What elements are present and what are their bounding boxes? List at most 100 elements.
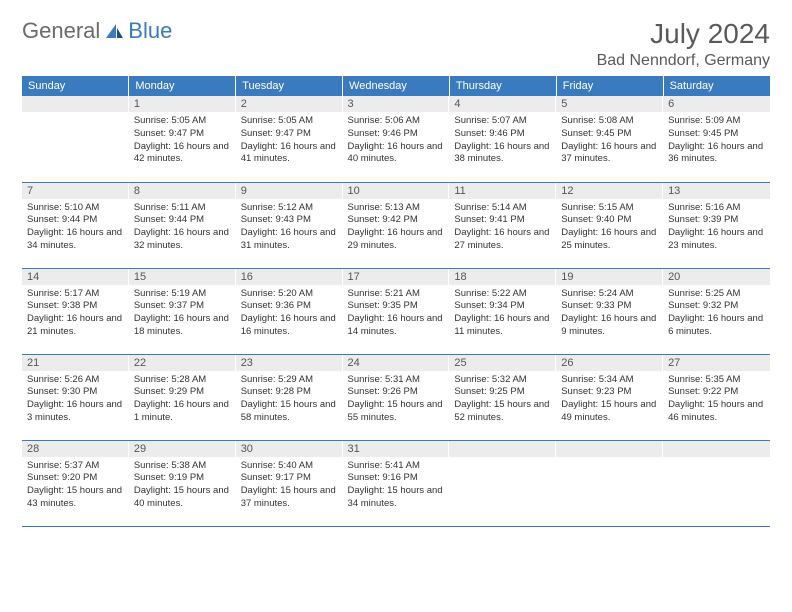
day-body: Sunrise: 5:14 AMSunset: 9:41 PMDaylight:… (449, 199, 556, 257)
day-body: Sunrise: 5:41 AMSunset: 9:16 PMDaylight:… (343, 457, 450, 515)
day-number: 14 (22, 269, 129, 285)
day-cell: 2Sunrise: 5:05 AMSunset: 9:47 PMDaylight… (236, 96, 343, 182)
day-cell (556, 440, 663, 526)
day-number: 23 (236, 355, 343, 371)
day-body: Sunrise: 5:07 AMSunset: 9:46 PMDaylight:… (449, 112, 556, 170)
day-cell: 29Sunrise: 5:38 AMSunset: 9:19 PMDayligh… (129, 440, 236, 526)
day-number (663, 441, 770, 457)
day-number (556, 441, 663, 457)
day-cell: 18Sunrise: 5:22 AMSunset: 9:34 PMDayligh… (449, 268, 556, 354)
day-number: 13 (663, 183, 770, 199)
day-number: 5 (556, 96, 663, 112)
day-body (22, 112, 129, 172)
day-number: 11 (449, 183, 556, 199)
day-cell: 31Sunrise: 5:41 AMSunset: 9:16 PMDayligh… (343, 440, 450, 526)
day-cell: 1Sunrise: 5:05 AMSunset: 9:47 PMDaylight… (129, 96, 236, 182)
day-body: Sunrise: 5:10 AMSunset: 9:44 PMDaylight:… (22, 199, 129, 257)
day-number: 26 (556, 355, 663, 371)
week-row: 28Sunrise: 5:37 AMSunset: 9:20 PMDayligh… (22, 440, 770, 526)
day-number: 12 (556, 183, 663, 199)
day-cell: 30Sunrise: 5:40 AMSunset: 9:17 PMDayligh… (236, 440, 343, 526)
day-number: 24 (343, 355, 450, 371)
header: General Blue July 2024 Bad Nenndorf, Ger… (22, 18, 770, 70)
day-body: Sunrise: 5:37 AMSunset: 9:20 PMDaylight:… (22, 457, 129, 515)
day-number: 16 (236, 269, 343, 285)
day-body: Sunrise: 5:16 AMSunset: 9:39 PMDaylight:… (663, 199, 770, 257)
day-cell: 28Sunrise: 5:37 AMSunset: 9:20 PMDayligh… (22, 440, 129, 526)
day-number (22, 96, 129, 112)
day-cell: 3Sunrise: 5:06 AMSunset: 9:46 PMDaylight… (343, 96, 450, 182)
week-row: 1Sunrise: 5:05 AMSunset: 9:47 PMDaylight… (22, 96, 770, 182)
day-number: 22 (129, 355, 236, 371)
weekday-header: Friday (556, 76, 663, 96)
day-body: Sunrise: 5:06 AMSunset: 9:46 PMDaylight:… (343, 112, 450, 170)
week-row: 14Sunrise: 5:17 AMSunset: 9:38 PMDayligh… (22, 268, 770, 354)
day-cell: 6Sunrise: 5:09 AMSunset: 9:45 PMDaylight… (663, 96, 770, 182)
day-number: 19 (556, 269, 663, 285)
day-cell: 7Sunrise: 5:10 AMSunset: 9:44 PMDaylight… (22, 182, 129, 268)
day-body: Sunrise: 5:28 AMSunset: 9:29 PMDaylight:… (129, 371, 236, 429)
title-block: July 2024 Bad Nenndorf, Germany (597, 18, 770, 70)
weekday-header: Saturday (663, 76, 770, 96)
calendar-table: Sunday Monday Tuesday Wednesday Thursday… (22, 76, 770, 527)
day-cell (449, 440, 556, 526)
day-number: 10 (343, 183, 450, 199)
calendar-body: 1Sunrise: 5:05 AMSunset: 9:47 PMDaylight… (22, 96, 770, 526)
weekday-header: Thursday (449, 76, 556, 96)
weekday-header: Tuesday (236, 76, 343, 96)
day-body: Sunrise: 5:21 AMSunset: 9:35 PMDaylight:… (343, 285, 450, 343)
day-cell: 24Sunrise: 5:31 AMSunset: 9:26 PMDayligh… (343, 354, 450, 440)
day-number: 28 (22, 441, 129, 457)
day-body: Sunrise: 5:38 AMSunset: 9:19 PMDaylight:… (129, 457, 236, 515)
weekday-header: Wednesday (343, 76, 450, 96)
day-number: 27 (663, 355, 770, 371)
day-number: 17 (343, 269, 450, 285)
day-number: 3 (343, 96, 450, 112)
day-number: 21 (22, 355, 129, 371)
day-number: 6 (663, 96, 770, 112)
day-body: Sunrise: 5:35 AMSunset: 9:22 PMDaylight:… (663, 371, 770, 429)
day-body: Sunrise: 5:08 AMSunset: 9:45 PMDaylight:… (556, 112, 663, 170)
location: Bad Nenndorf, Germany (597, 52, 770, 70)
day-number: 25 (449, 355, 556, 371)
day-body: Sunrise: 5:26 AMSunset: 9:30 PMDaylight:… (22, 371, 129, 429)
day-number: 7 (22, 183, 129, 199)
day-cell: 5Sunrise: 5:08 AMSunset: 9:45 PMDaylight… (556, 96, 663, 182)
day-number: 9 (236, 183, 343, 199)
day-cell: 26Sunrise: 5:34 AMSunset: 9:23 PMDayligh… (556, 354, 663, 440)
day-cell: 13Sunrise: 5:16 AMSunset: 9:39 PMDayligh… (663, 182, 770, 268)
day-number: 20 (663, 269, 770, 285)
day-body: Sunrise: 5:32 AMSunset: 9:25 PMDaylight:… (449, 371, 556, 429)
day-body: Sunrise: 5:19 AMSunset: 9:37 PMDaylight:… (129, 285, 236, 343)
day-cell: 17Sunrise: 5:21 AMSunset: 9:35 PMDayligh… (343, 268, 450, 354)
day-number (449, 441, 556, 457)
day-number: 18 (449, 269, 556, 285)
week-row: 21Sunrise: 5:26 AMSunset: 9:30 PMDayligh… (22, 354, 770, 440)
day-body (663, 457, 770, 517)
day-body: Sunrise: 5:40 AMSunset: 9:17 PMDaylight:… (236, 457, 343, 515)
day-number: 2 (236, 96, 343, 112)
day-cell: 15Sunrise: 5:19 AMSunset: 9:37 PMDayligh… (129, 268, 236, 354)
day-cell: 25Sunrise: 5:32 AMSunset: 9:25 PMDayligh… (449, 354, 556, 440)
weekday-header: Monday (129, 76, 236, 96)
day-body: Sunrise: 5:29 AMSunset: 9:28 PMDaylight:… (236, 371, 343, 429)
weekday-header-row: Sunday Monday Tuesday Wednesday Thursday… (22, 76, 770, 96)
day-number: 30 (236, 441, 343, 457)
day-cell: 11Sunrise: 5:14 AMSunset: 9:41 PMDayligh… (449, 182, 556, 268)
day-cell: 14Sunrise: 5:17 AMSunset: 9:38 PMDayligh… (22, 268, 129, 354)
day-cell: 16Sunrise: 5:20 AMSunset: 9:36 PMDayligh… (236, 268, 343, 354)
sail-icon (104, 22, 124, 40)
day-cell: 20Sunrise: 5:25 AMSunset: 9:32 PMDayligh… (663, 268, 770, 354)
day-cell (663, 440, 770, 526)
day-body: Sunrise: 5:20 AMSunset: 9:36 PMDaylight:… (236, 285, 343, 343)
day-body: Sunrise: 5:34 AMSunset: 9:23 PMDaylight:… (556, 371, 663, 429)
day-cell: 8Sunrise: 5:11 AMSunset: 9:44 PMDaylight… (129, 182, 236, 268)
day-number: 1 (129, 96, 236, 112)
day-cell: 12Sunrise: 5:15 AMSunset: 9:40 PMDayligh… (556, 182, 663, 268)
day-body: Sunrise: 5:25 AMSunset: 9:32 PMDaylight:… (663, 285, 770, 343)
day-number: 31 (343, 441, 450, 457)
day-cell: 10Sunrise: 5:13 AMSunset: 9:42 PMDayligh… (343, 182, 450, 268)
day-body (556, 457, 663, 517)
day-number: 29 (129, 441, 236, 457)
day-body: Sunrise: 5:09 AMSunset: 9:45 PMDaylight:… (663, 112, 770, 170)
